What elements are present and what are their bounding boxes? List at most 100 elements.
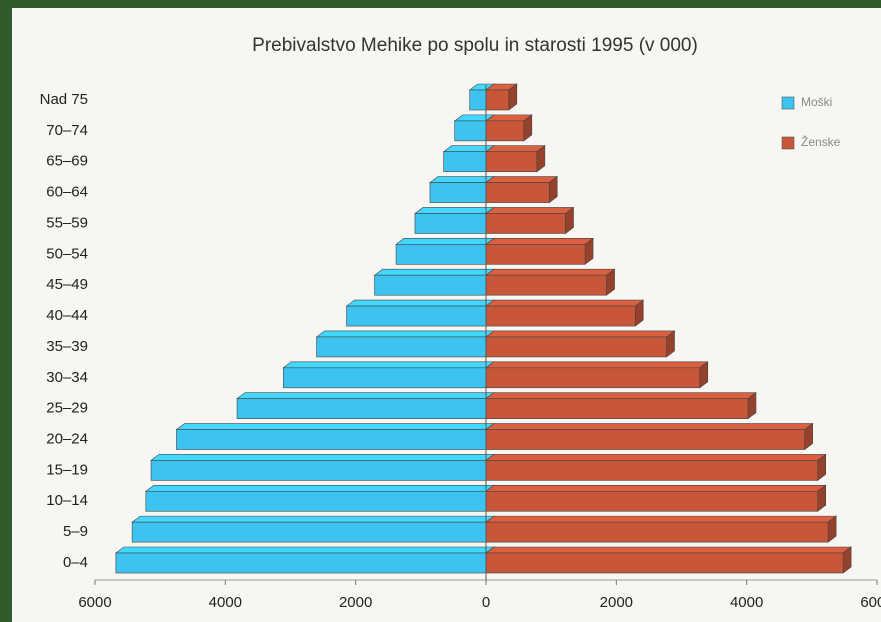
y-tick-label: 15–19 — [46, 461, 88, 478]
chart-title: Prebivalstvo Mehike po spolu in starosti… — [252, 35, 698, 56]
bar-face — [395, 244, 487, 265]
bar-face — [485, 460, 818, 481]
bar — [485, 515, 838, 543]
x-tick-label: 4000 — [730, 594, 763, 611]
bar-face — [485, 305, 636, 327]
bar — [373, 268, 495, 296]
bar-top — [395, 238, 495, 245]
bar-top — [485, 176, 559, 183]
bar — [236, 392, 495, 420]
bar-top — [485, 546, 853, 554]
bar-face — [236, 398, 487, 419]
legend-swatch — [781, 136, 795, 150]
bar-top — [485, 238, 594, 245]
bar-top — [345, 299, 495, 307]
bar-top — [485, 330, 676, 338]
bar — [485, 453, 827, 481]
bar-face — [176, 429, 487, 450]
bar-top — [485, 207, 575, 214]
bar-face — [485, 429, 805, 450]
bar-top — [485, 361, 709, 369]
legend-label: Ženske — [801, 134, 841, 149]
bar-face — [485, 521, 829, 543]
bar-top — [414, 207, 495, 214]
bar-face — [485, 89, 510, 111]
bar-top — [485, 484, 827, 492]
y-tick-label: 55–59 — [46, 214, 88, 231]
bar-top — [131, 515, 495, 523]
bar — [485, 268, 616, 296]
bar-face — [485, 367, 701, 389]
bar — [485, 546, 853, 574]
bar-top — [373, 268, 495, 276]
y-tick-label: 45–49 — [46, 276, 88, 293]
x-tick-label: 2000 — [339, 594, 372, 611]
bar-face — [316, 336, 487, 358]
bar-top — [485, 268, 616, 276]
y-tick-label: 60–64 — [46, 184, 88, 201]
y-tick-label: 70–74 — [46, 122, 88, 139]
bar-face — [485, 274, 607, 296]
y-tick-label: 35–39 — [46, 338, 88, 355]
bar — [485, 237, 594, 265]
y-tick-label: 40–44 — [46, 307, 88, 324]
legend-label: Moški — [801, 95, 832, 109]
bar-top — [485, 454, 827, 461]
bar-face — [485, 398, 749, 419]
bar — [485, 361, 709, 389]
y-tick-label: 0–4 — [63, 554, 88, 571]
bar — [175, 422, 495, 451]
bar-top — [485, 299, 645, 307]
y-tick-label: 10–14 — [46, 492, 88, 509]
bar-face — [485, 182, 550, 203]
bar — [282, 361, 495, 389]
x-tick-label: 0 — [482, 594, 490, 611]
x-tick-label: 4000 — [209, 594, 242, 611]
bar-top — [114, 546, 495, 554]
bar — [429, 176, 495, 204]
y-tick-label: 20–24 — [46, 431, 88, 448]
bar-top — [485, 423, 814, 430]
bar-face — [485, 552, 844, 574]
bar — [485, 83, 518, 111]
bar-face — [115, 552, 487, 574]
bar-top — [485, 392, 757, 399]
bar-top — [485, 145, 546, 153]
bar-face — [485, 336, 667, 358]
y-tick-label: 65–69 — [46, 153, 88, 170]
bar-face — [485, 151, 538, 173]
bar-face — [283, 367, 487, 389]
x-tick-label: 2000 — [600, 594, 633, 611]
y-tick-label: 5–9 — [63, 523, 88, 540]
bar — [150, 453, 495, 481]
bar — [395, 237, 495, 265]
bar-face — [454, 120, 487, 142]
bar — [345, 299, 495, 327]
bar-face — [485, 244, 586, 265]
bar — [485, 114, 533, 142]
bar — [414, 206, 495, 235]
bar — [485, 422, 814, 451]
bar-face — [131, 521, 487, 543]
bar-face — [150, 460, 487, 481]
bar-face — [469, 89, 487, 111]
x-tick-label: 6000 — [860, 594, 881, 611]
bar — [485, 176, 559, 204]
bar — [485, 484, 827, 512]
bar — [485, 299, 645, 327]
bar-top — [429, 176, 495, 183]
y-tick-label: 30–34 — [46, 369, 88, 386]
bar-top — [175, 423, 495, 430]
bar — [315, 330, 495, 358]
bar-top — [485, 515, 838, 523]
legend-swatch — [781, 96, 795, 110]
bar-top — [144, 484, 495, 492]
bar-face — [414, 213, 487, 234]
bar — [485, 392, 757, 420]
y-tick-label: Nad 75 — [40, 91, 88, 108]
bar — [485, 330, 676, 358]
bar-face — [346, 305, 487, 327]
x-tick-label: 6000 — [78, 594, 111, 611]
bar-face — [485, 120, 525, 142]
